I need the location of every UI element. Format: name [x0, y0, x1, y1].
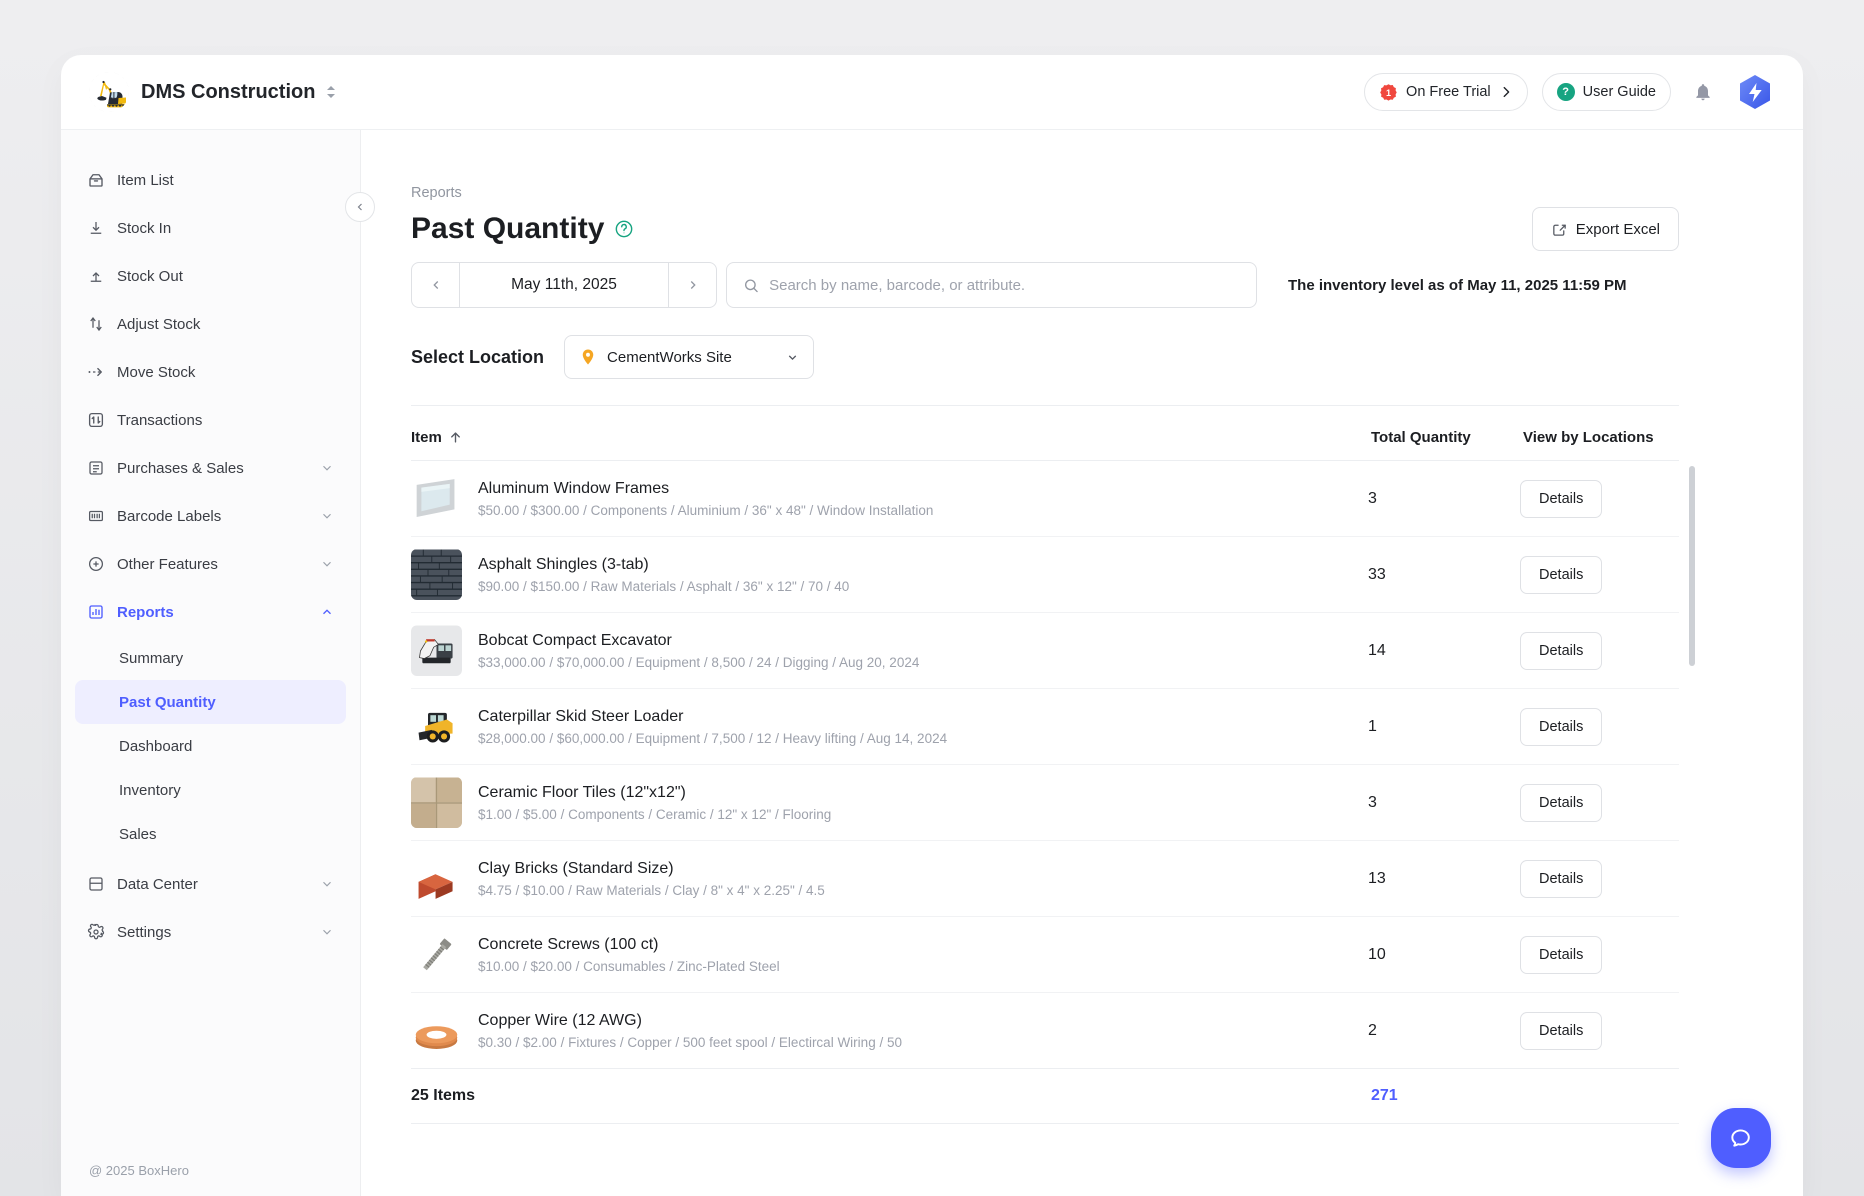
svg-text:1: 1 [1386, 87, 1391, 97]
